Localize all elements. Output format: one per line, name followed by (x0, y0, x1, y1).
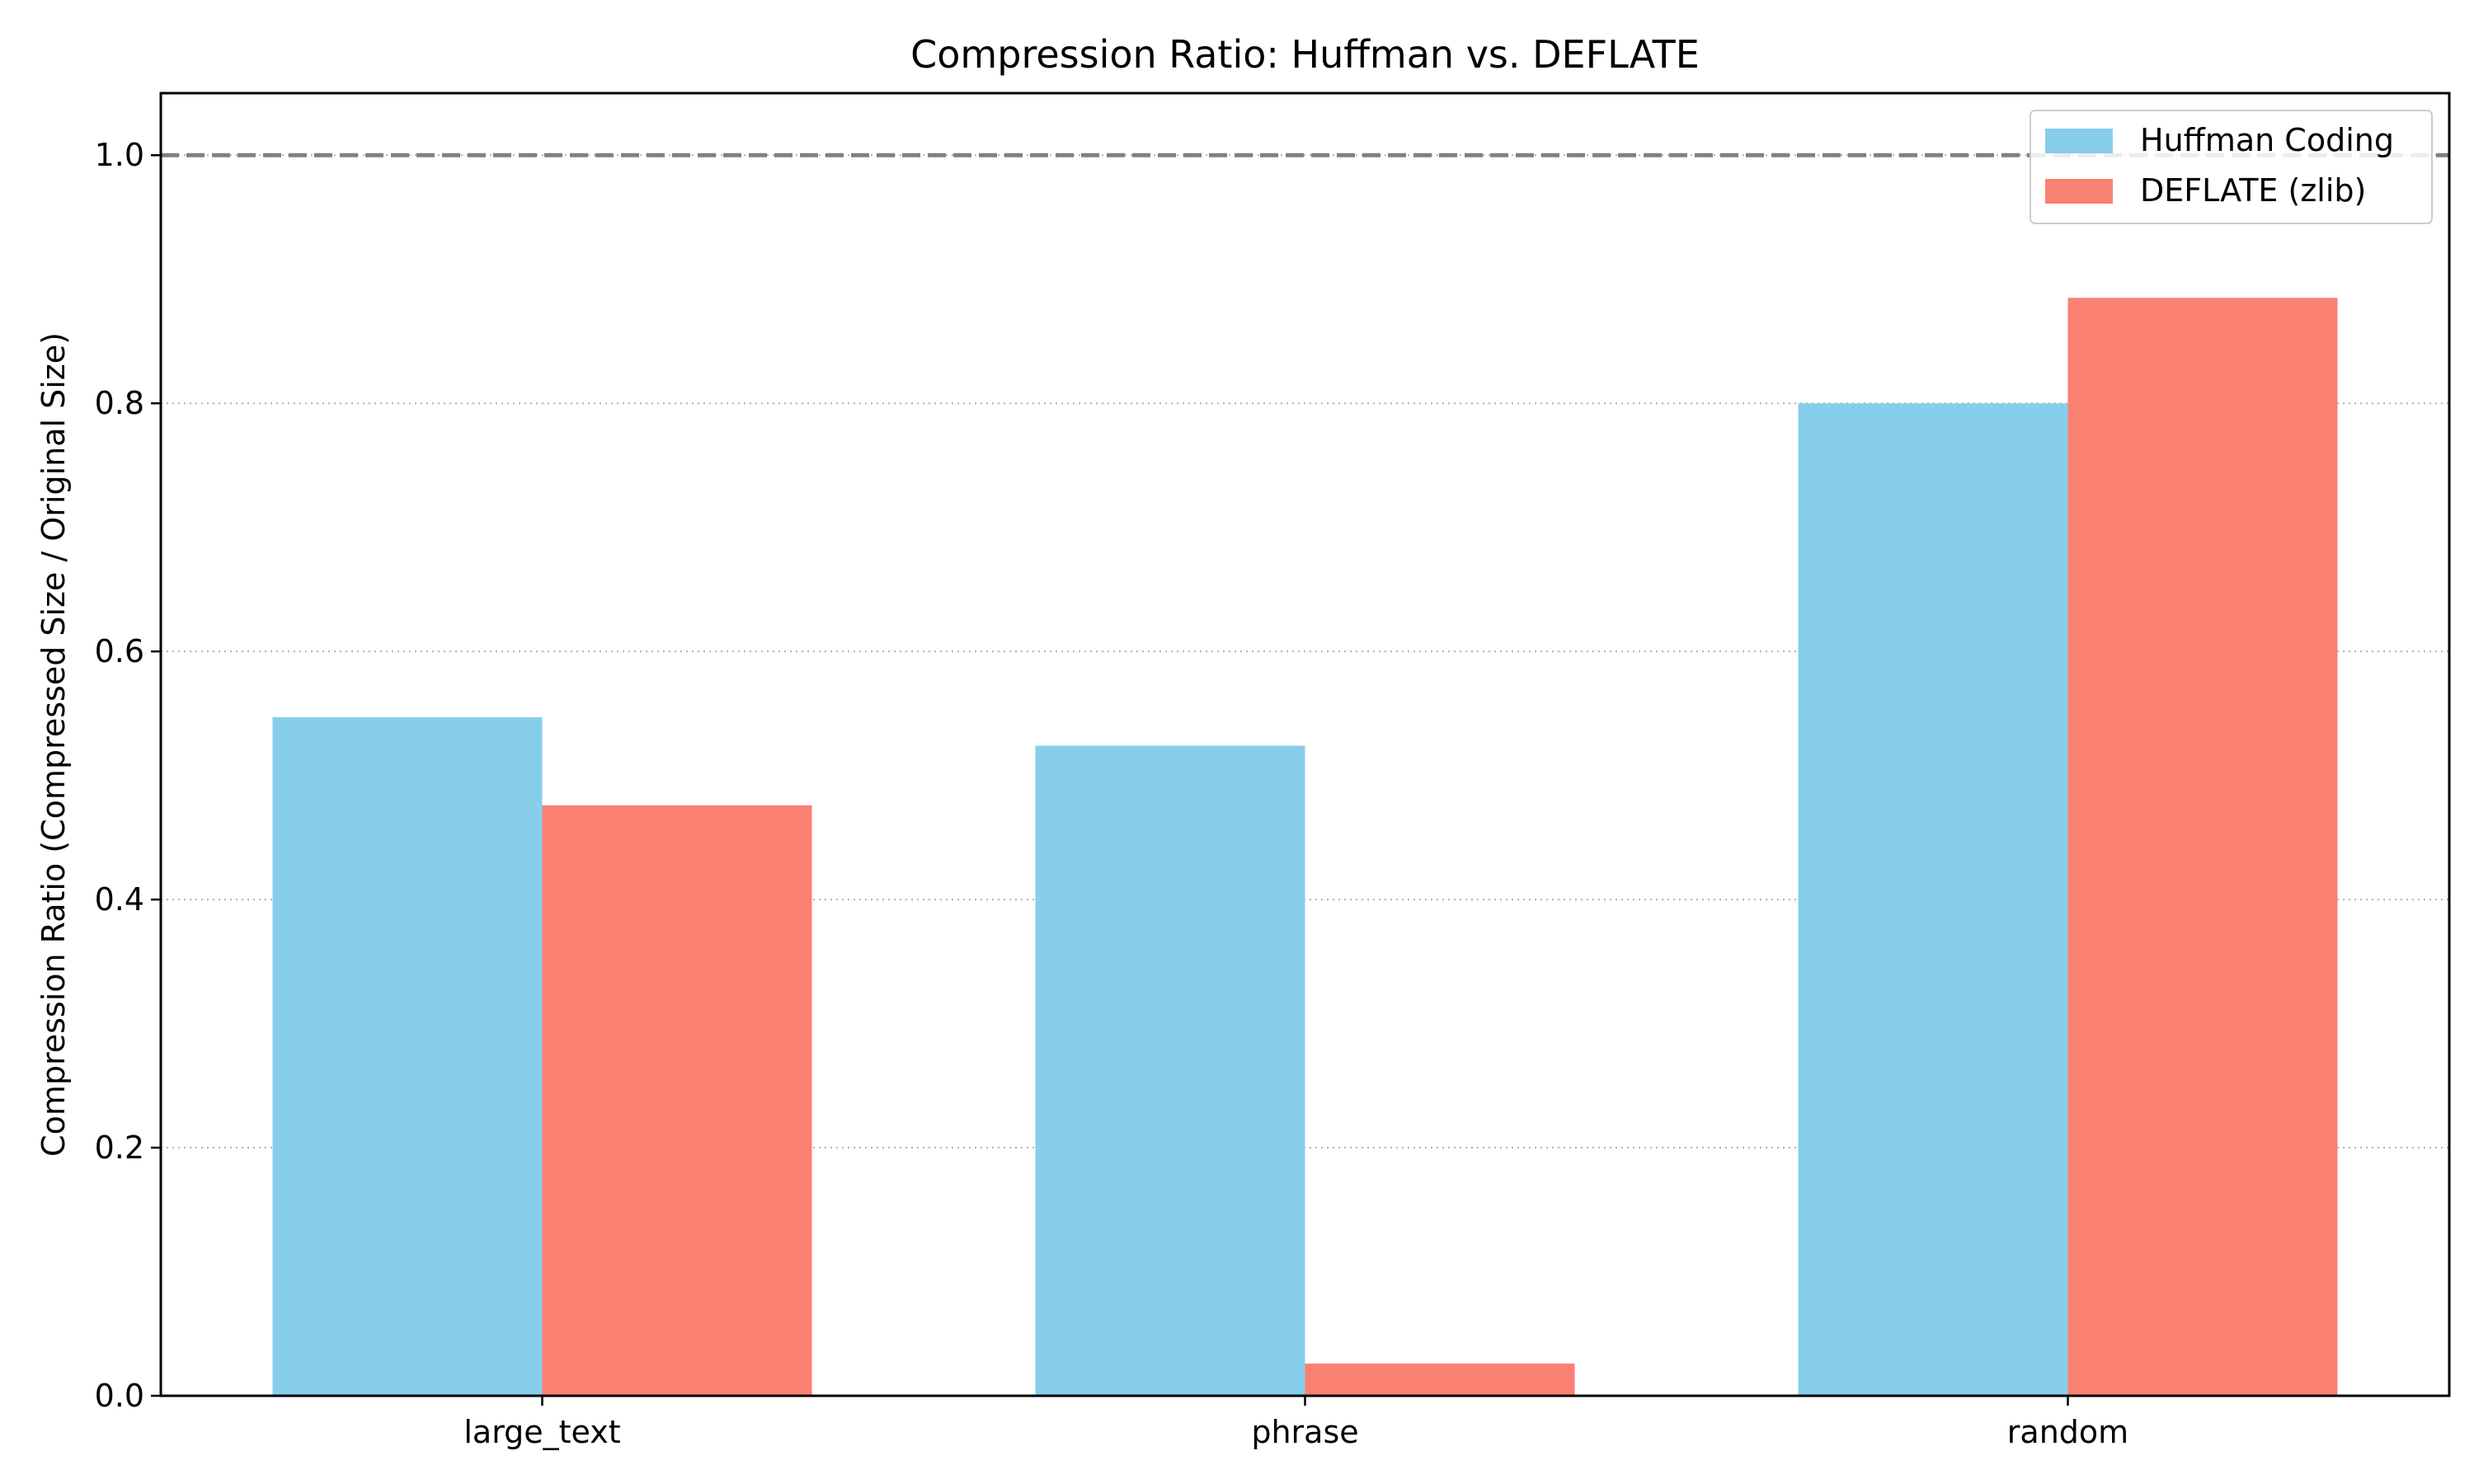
bar-phrase-deflate (1305, 1364, 1575, 1396)
y-tick-label: 0.4 (95, 881, 144, 918)
y-tick-label: 0.8 (95, 385, 144, 421)
bar-random-deflate (2068, 298, 2338, 1396)
legend-label: DEFLATE (zlib) (2140, 172, 2366, 209)
bar-random-huffman (1799, 403, 2068, 1396)
x-tick-label: phrase (1251, 1414, 1358, 1450)
legend: Huffman Coding DEFLATE (zlib) (2030, 110, 2432, 223)
y-tick-label: 0.0 (95, 1378, 144, 1414)
y-tick-label: 0.6 (95, 633, 144, 669)
y-axis-label: Compression Ratio (Compressed Size / Ori… (35, 332, 72, 1157)
legend-label: Huffman Coding (2140, 122, 2394, 158)
y-tick-label: 0.2 (95, 1129, 144, 1166)
legend-swatch (2045, 129, 2113, 153)
chart-title: Compression Ratio: Huffman vs. DEFLATE (910, 32, 1700, 77)
y-tick-label: 1.0 (95, 137, 144, 173)
bar-large_text-deflate (543, 805, 812, 1396)
x-tick-label: random (2007, 1414, 2128, 1450)
bar-large_text-huffman (273, 717, 543, 1396)
bar-phrase-huffman (1036, 746, 1305, 1396)
legend-swatch (2045, 179, 2113, 204)
x-tick-label: large_text (463, 1414, 620, 1450)
